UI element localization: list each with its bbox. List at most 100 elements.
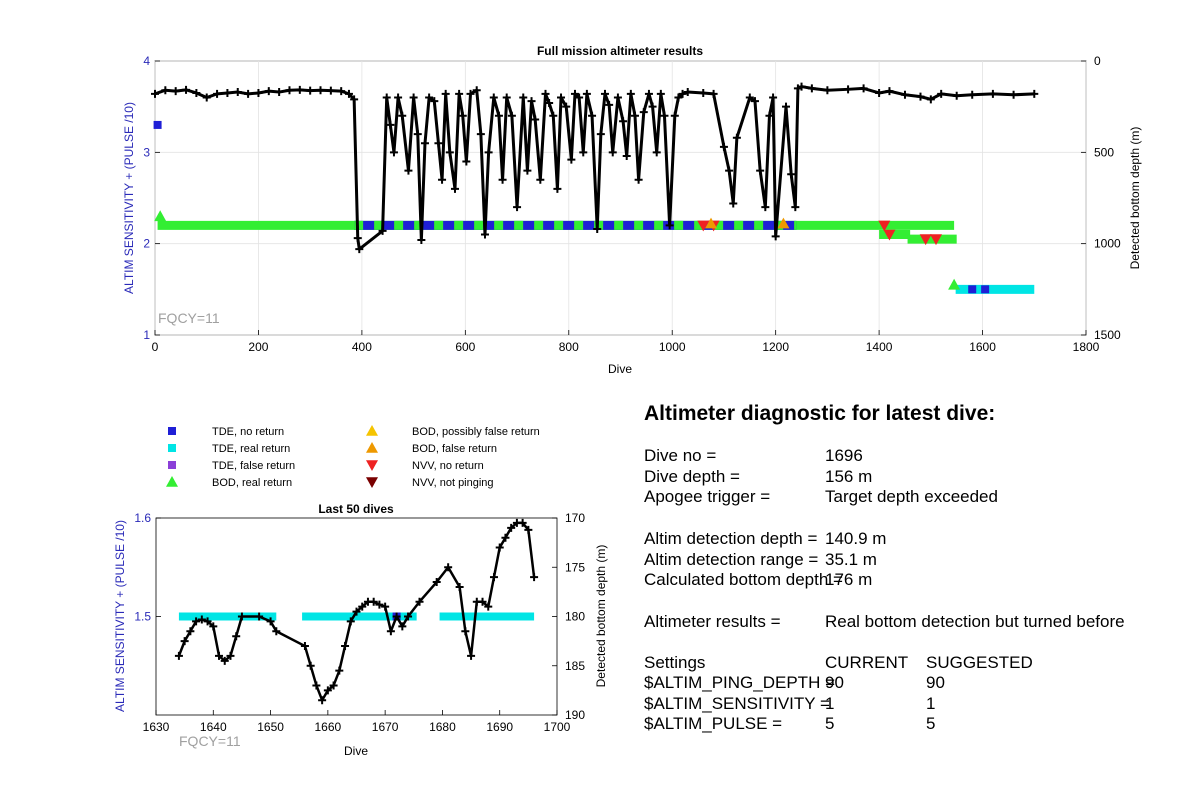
- depth-point: [494, 111, 503, 120]
- calc-bottom-value: 176 m: [825, 570, 873, 589]
- depth-point: [593, 225, 602, 234]
- depth-point: [295, 85, 304, 94]
- depth-point: [186, 627, 195, 636]
- depth-point: [562, 102, 571, 111]
- axis-ticks: 0 200 400 600 800 1000 1200 1400 1600 1800 1 2 3 4 0 50…: [143, 54, 1121, 354]
- y-tick-label-left: 2: [143, 237, 150, 251]
- depth-point: [254, 88, 263, 97]
- depth-point: [634, 175, 643, 184]
- depth-point: [761, 203, 770, 212]
- setting-current: 5: [825, 714, 835, 733]
- depth-point: [171, 87, 180, 96]
- depth-point: [553, 184, 562, 193]
- depth-point: [530, 573, 539, 582]
- y-axis-label-left: ALTIM SENSITIVITY + (PULSE /10): [113, 520, 127, 712]
- full-mission-chart: 0 200 400 600 800 1000 1200 1400 1600 1800 1 2 3 4 0 50…: [122, 44, 1142, 376]
- depth-point: [432, 578, 441, 587]
- depth-point: [306, 661, 315, 670]
- y-tick-label-right: 190: [565, 708, 585, 722]
- tde-no-return-point: [153, 120, 162, 129]
- depth-point: [182, 85, 191, 94]
- legend-marker: [366, 460, 378, 471]
- depth-point: [484, 148, 493, 157]
- depth-point: [398, 622, 407, 631]
- x-axis-label: Dive: [344, 744, 368, 758]
- depth-point: [622, 151, 631, 160]
- depth-point: [549, 111, 558, 120]
- depth-point: [541, 89, 550, 98]
- depth-point: [660, 111, 669, 120]
- x-tick-label: 1800: [1073, 340, 1100, 354]
- depth-point: [875, 88, 884, 97]
- depth-point: [444, 563, 453, 572]
- depth-point: [174, 651, 183, 660]
- depth-point: [316, 86, 325, 95]
- depth-point: [531, 115, 540, 124]
- depth-point: [215, 651, 224, 660]
- depth-point: [756, 166, 765, 175]
- apogee-label: Apogee trigger =: [644, 487, 771, 506]
- fqcy-annotation: FQCY=11: [158, 310, 220, 326]
- current-header: CURRENT: [825, 653, 909, 672]
- depth-point: [434, 139, 443, 148]
- depth-point: [458, 111, 467, 120]
- y-tick-label-right: 175: [565, 560, 585, 574]
- depth-point: [344, 89, 353, 98]
- depth-point: [885, 87, 894, 96]
- depth-point: [203, 617, 212, 626]
- depth-point: [729, 199, 738, 208]
- depth-point: [644, 89, 653, 98]
- nvv-no-return-point: [883, 229, 896, 241]
- setting-current: 1: [825, 694, 835, 713]
- depth-point: [648, 102, 657, 111]
- depth-point: [389, 148, 398, 157]
- depth-point: [665, 221, 674, 230]
- depth-point: [455, 89, 464, 98]
- x-tick-label: 400: [352, 340, 372, 354]
- depth-point: [202, 93, 211, 102]
- setting-suggested: 5: [926, 714, 936, 733]
- x-tick-label: 1650: [257, 720, 284, 734]
- depth-point: [430, 97, 439, 106]
- depth-point: [335, 666, 344, 675]
- fqcy-annotation: FQCY=11: [179, 733, 241, 749]
- detection-range-value: 35.1 m: [825, 550, 877, 569]
- legend-label: NVV, not pinging: [412, 477, 494, 489]
- depth-point: [678, 89, 687, 98]
- depth-point: [545, 99, 554, 108]
- depth-point: [226, 651, 235, 660]
- depth-point: [480, 230, 489, 239]
- depth-point: [467, 651, 476, 660]
- results-value: Real bottom detection but turned before: [825, 612, 1125, 631]
- depth-point: [519, 93, 528, 102]
- depth-point: [588, 111, 597, 120]
- depth-point: [765, 111, 774, 120]
- depth-point: [329, 681, 338, 690]
- bod-real-return-point: [948, 278, 961, 290]
- depth-point: [386, 627, 395, 636]
- depth-point: [952, 91, 961, 100]
- depth-point: [415, 597, 424, 606]
- depth-point: [275, 88, 284, 97]
- depth-point: [161, 86, 170, 95]
- axis-ticks: 1630 1640 1650 1660 1670 1680 1690 1700 1.5 1.6 17…: [134, 511, 585, 734]
- results-label: Altimeter results =: [644, 612, 781, 631]
- depth-point: [438, 175, 447, 184]
- depth-point: [420, 139, 429, 148]
- chart-title: Last 50 dives: [318, 502, 394, 516]
- depth-point: [323, 686, 332, 695]
- y-tick-label-left: 4: [143, 54, 150, 68]
- depth-point: [233, 88, 242, 97]
- depth-point: [455, 582, 464, 591]
- depth-point: [346, 617, 355, 626]
- depth-point: [466, 89, 475, 98]
- depth-point: [498, 175, 507, 184]
- legend-label: BOD, real return: [212, 477, 292, 489]
- depth-point: [670, 111, 679, 120]
- depth-point: [312, 681, 321, 690]
- x-tick-label: 1000: [659, 340, 686, 354]
- setting-suggested: 90: [926, 673, 945, 692]
- depth-point: [639, 108, 648, 117]
- x-tick-label: 600: [455, 340, 475, 354]
